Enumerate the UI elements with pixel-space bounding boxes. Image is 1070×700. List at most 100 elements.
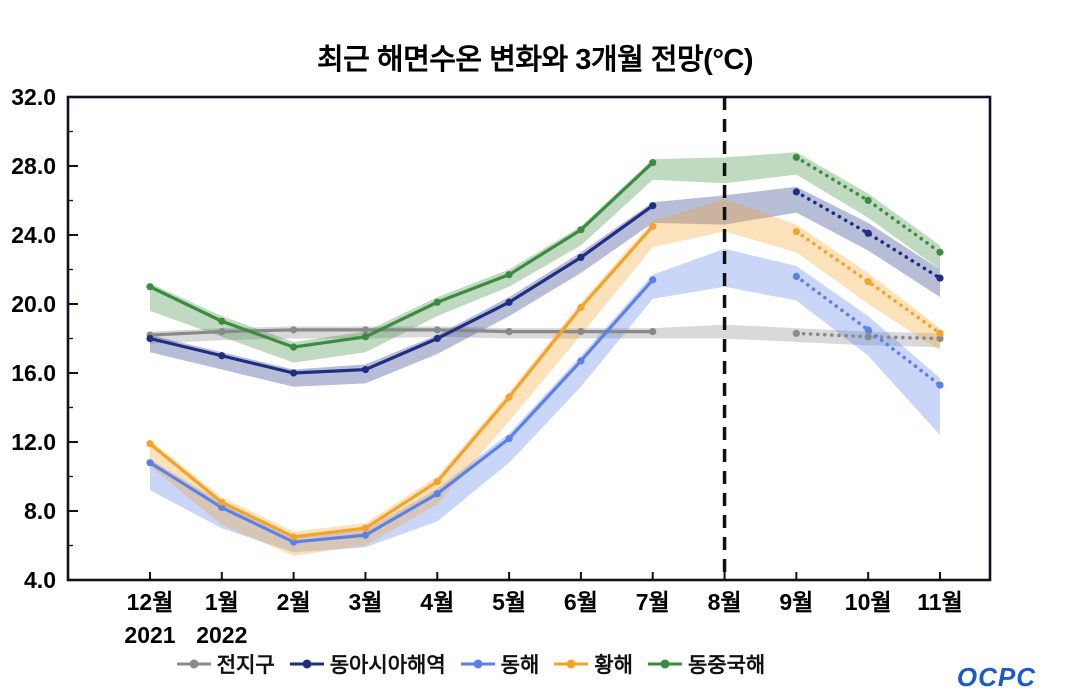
legend-item-east-asia: 동아시아해역 [288, 649, 446, 679]
point-yellow-sea [361, 524, 370, 532]
x-year-label: 2021 [124, 622, 175, 648]
point-global [649, 328, 657, 336]
legend-marker-east-sea [460, 659, 495, 669]
point-east-china-sea [864, 196, 872, 205]
y-tick-label: 16.0 [11, 360, 56, 386]
legend-label-east-asia: 동아시아해역 [329, 654, 446, 677]
point-east-asia [577, 253, 585, 262]
legend-label-global: 전지구 [216, 654, 275, 677]
plot-border [66, 95, 992, 582]
point-yellow-sea [218, 498, 226, 506]
point-east-asia [936, 274, 944, 282]
point-global [792, 329, 800, 337]
point-yellow-sea [864, 277, 872, 286]
x-tick-label: 10월 [845, 589, 892, 615]
point-east-sea [433, 490, 441, 498]
point-global [361, 326, 370, 334]
point-east-sea [361, 531, 370, 539]
point-global [936, 334, 944, 343]
forecast-line-east-sea [794, 274, 942, 387]
point-east-china-sea [792, 153, 800, 161]
point-yellow-sea [577, 303, 585, 312]
legend-marker-yellow-sea [554, 659, 589, 669]
point-yellow-sea [433, 478, 441, 486]
legend-item-east-china-sea: 동중국해 [646, 649, 765, 679]
y-tick-label: 12.0 [11, 429, 56, 455]
y-tick-label: 24.0 [11, 222, 56, 248]
legend-marker-east-asia [289, 659, 324, 669]
point-east-asia [433, 334, 441, 343]
x-tick-label: 11월 [917, 589, 962, 615]
observed-line-global [149, 328, 653, 337]
forecast-line-yellow-sea [794, 229, 942, 336]
point-east-china-sea [577, 226, 585, 234]
point-yellow-sea [936, 329, 944, 337]
point-east-asia [864, 229, 872, 237]
x-tick-label: 5월 [492, 589, 526, 615]
point-global [505, 328, 513, 336]
legend-item-east-sea: 동해 [459, 649, 540, 679]
legend-label-east-china-sea: 동중국해 [687, 654, 766, 677]
chart-title: 최근 해면수온 변화와 3개월 전망(°C) [316, 44, 754, 76]
y-tick-label: 4.0 [24, 567, 56, 593]
band-east-china-sea [150, 152, 940, 363]
x-tick-label: 6월 [564, 589, 598, 615]
observed-line-east-asia [149, 204, 654, 375]
point-east-china-sea [361, 333, 370, 341]
point-global [290, 326, 298, 334]
band-east-asia [150, 186, 940, 387]
y-tick-label: 8.0 [24, 498, 56, 524]
point-east-sea [649, 276, 657, 284]
point-global [433, 326, 441, 334]
x-tick-label: 7월 [636, 589, 670, 615]
point-east-china-sea [433, 298, 441, 306]
x-tick-label: 1월 [205, 589, 239, 615]
legend-marker-east-china-sea [647, 659, 682, 669]
observed-line-east-sea [149, 278, 654, 544]
point-east-china-sea [146, 283, 154, 291]
x-tick-label: 2월 [277, 589, 311, 615]
legend-item-global: 전지구 [175, 649, 275, 679]
point-east-sea [505, 434, 513, 443]
point-east-sea [146, 459, 154, 467]
point-east-china-sea [649, 158, 657, 167]
legend-marker-global [176, 659, 211, 669]
point-yellow-sea [505, 393, 513, 401]
ocpc-logo: OCPC [956, 662, 1036, 692]
point-global [577, 328, 585, 336]
point-east-asia [218, 352, 226, 360]
legend-item-yellow-sea: 황해 [552, 649, 633, 679]
point-east-asia [505, 298, 513, 306]
legend: 전지구 동아시아해역 동해 황해 동중국해 [0, 649, 940, 679]
point-global [864, 333, 872, 341]
band-yellow-sea [150, 198, 940, 556]
point-east-sea [218, 503, 226, 512]
point-east-asia [649, 202, 657, 210]
point-east-asia [290, 369, 298, 377]
forecast-line-east-asia [794, 190, 942, 280]
point-yellow-sea [649, 222, 657, 230]
x-tick-label: 12월 [127, 589, 174, 615]
legend-label-yellow-sea: 황해 [594, 654, 633, 677]
point-east-sea [936, 381, 944, 389]
x-year-label: 2022 [196, 622, 247, 648]
point-global [218, 328, 226, 336]
point-east-asia [361, 365, 370, 374]
x-tick-label: 4월 [420, 589, 454, 615]
point-east-china-sea [218, 317, 226, 325]
legend-label-east-sea: 동해 [500, 654, 540, 677]
point-east-china-sea [505, 271, 513, 279]
point-east-sea [577, 357, 585, 365]
y-tick-label: 28.0 [11, 153, 56, 179]
point-east-china-sea [936, 248, 944, 256]
point-east-sea [290, 538, 298, 546]
x-tick-label: 3월 [348, 589, 382, 615]
point-east-sea [864, 326, 872, 334]
point-east-asia [146, 334, 154, 343]
x-tick-label: 8월 [708, 589, 742, 615]
point-east-asia [792, 188, 800, 196]
observed-line-yellow-sea [148, 225, 654, 539]
point-yellow-sea [290, 533, 298, 541]
x-tick-label: 9월 [779, 589, 813, 615]
